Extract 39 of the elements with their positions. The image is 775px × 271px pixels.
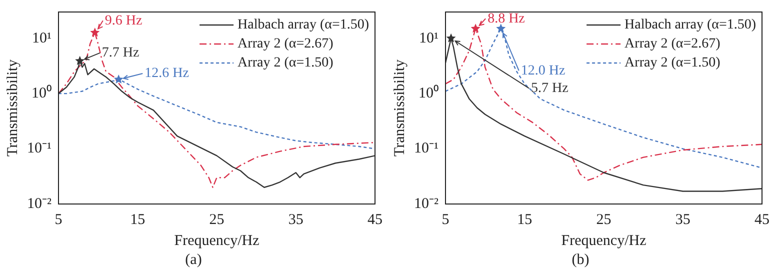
point [90, 28, 100, 37]
y-axis-title: Transmissibility [4, 59, 21, 156]
x-axis-title: Frequency/Hz [174, 232, 260, 249]
text: (b) [570, 252, 590, 269]
y-tick-label: 10⁰ [418, 84, 438, 102]
y-tick-label: 10¹ [418, 30, 438, 46]
text: (a) [184, 252, 203, 269]
x-tick-label: 45 [754, 212, 770, 228]
x-tick-label: 45 [368, 212, 382, 228]
x-tick-label: 35 [288, 212, 304, 228]
point [114, 74, 124, 84]
annotation: 8.8 Hz [488, 11, 525, 26]
x-tick-label: 25 [596, 212, 612, 228]
x-tick-label: 5 [442, 212, 450, 228]
annotation: 12.6 Hz [144, 66, 189, 82]
point [75, 56, 85, 65]
legend-label: Halbach array (α=1.50) [238, 18, 370, 33]
y-axis-title: Transmissibility [392, 59, 408, 156]
y-tick-label: 10⁻² [26, 196, 52, 212]
legend-label: Array 2 (α=1.50) [238, 56, 334, 71]
x-axis-title: Frequency/Hz [561, 232, 647, 249]
x-tick-label: 15 [130, 212, 146, 228]
annotation: 9.6 Hz [104, 13, 142, 28]
annotation: 5.7 Hz [531, 81, 568, 96]
annotation: 7.7 Hz [102, 46, 140, 61]
y-tick-label: 10⁻¹ [26, 140, 52, 157]
y-tick-label: 10⁰ [31, 84, 52, 102]
x-tick-label: 5 [54, 212, 62, 228]
annotation: 12.0 Hz [520, 63, 566, 78]
legend-label: Array 2 (α=1.50) [624, 56, 721, 71]
y-tick-label: 10¹ [32, 30, 52, 46]
y-tick-label: 10⁻² [414, 196, 439, 212]
legend-label: Halbach array (α=1.50) [624, 18, 756, 33]
legend-label: Array 2 (α=2.67) [624, 36, 721, 52]
legend-label: Array 2 (α=2.67) [238, 36, 334, 52]
x-tick-label: 15 [517, 212, 532, 228]
x-tick-label: 35 [675, 212, 690, 228]
y-tick-label: 10⁻¹ [414, 140, 438, 157]
x-tick-label: 25 [209, 212, 224, 228]
